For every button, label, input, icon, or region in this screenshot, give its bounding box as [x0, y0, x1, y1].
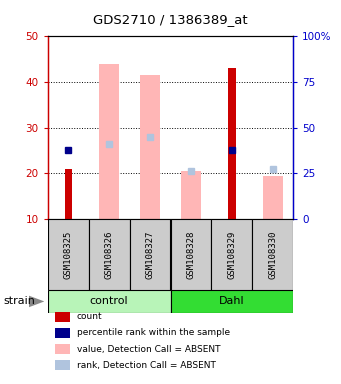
Text: GDS2710 / 1386389_at: GDS2710 / 1386389_at: [93, 13, 248, 26]
Bar: [48, 219, 89, 290]
Bar: [140, 75, 160, 219]
Text: value, Detection Call = ABSENT: value, Detection Call = ABSENT: [77, 344, 220, 354]
Bar: [48, 290, 170, 313]
Text: percentile rank within the sample: percentile rank within the sample: [77, 328, 230, 338]
Text: GSM108329: GSM108329: [227, 230, 236, 278]
Text: GSM108327: GSM108327: [146, 230, 154, 278]
Bar: [181, 171, 201, 219]
Polygon shape: [29, 296, 44, 307]
Text: GSM108326: GSM108326: [105, 230, 114, 278]
Text: GSM108328: GSM108328: [187, 230, 195, 278]
Bar: [228, 68, 236, 219]
Bar: [211, 219, 252, 290]
Text: rank, Detection Call = ABSENT: rank, Detection Call = ABSENT: [77, 361, 216, 370]
Text: count: count: [77, 312, 102, 321]
Text: GSM108325: GSM108325: [64, 230, 73, 278]
Bar: [170, 219, 211, 290]
Text: control: control: [90, 296, 129, 306]
Bar: [89, 219, 130, 290]
Bar: [170, 290, 293, 313]
Text: Dahl: Dahl: [219, 296, 245, 306]
Bar: [263, 175, 283, 219]
Bar: [130, 219, 170, 290]
Bar: [64, 169, 72, 219]
Bar: [99, 64, 119, 219]
Text: strain: strain: [3, 296, 35, 306]
Text: GSM108330: GSM108330: [268, 230, 277, 278]
Bar: [252, 219, 293, 290]
